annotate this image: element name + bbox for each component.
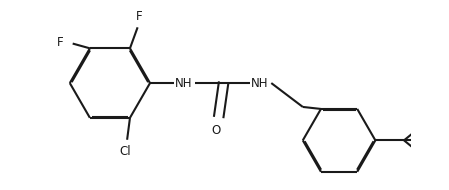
Text: O: O xyxy=(211,124,220,137)
Text: F: F xyxy=(136,10,143,23)
Text: Cl: Cl xyxy=(119,145,131,158)
Text: NH: NH xyxy=(251,77,269,89)
Text: F: F xyxy=(57,36,64,49)
Text: NH: NH xyxy=(175,77,192,89)
